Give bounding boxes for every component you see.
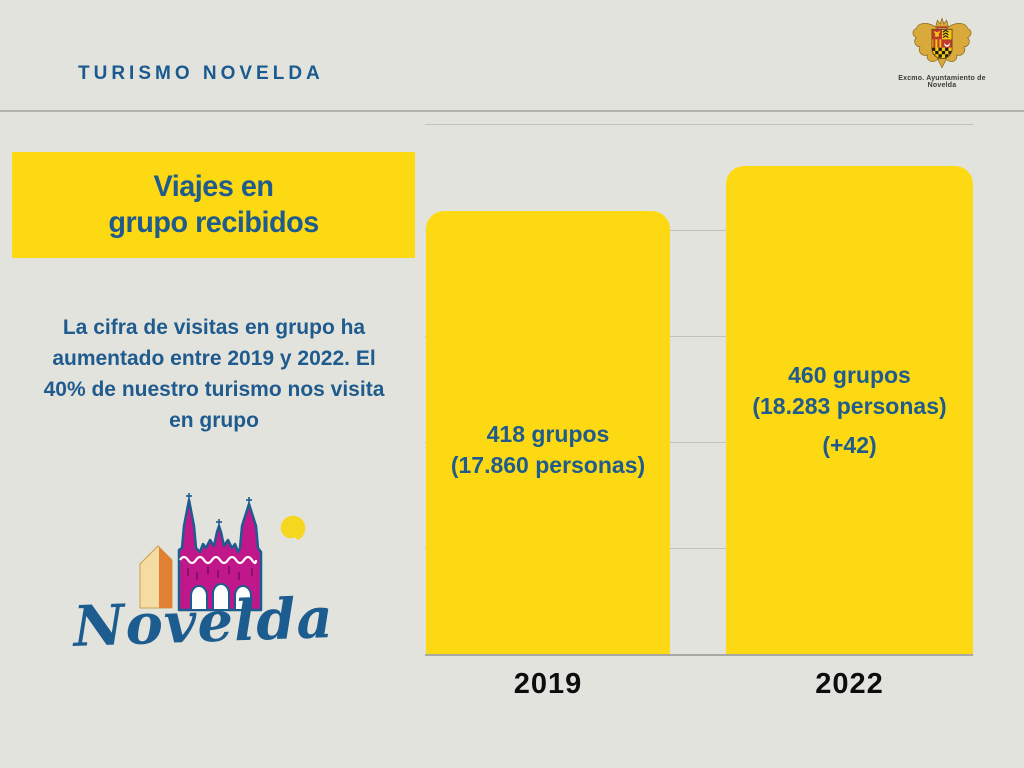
- gridline: [425, 548, 973, 549]
- slide-title-line1: Viajes en: [153, 170, 274, 203]
- slide-title-line2: grupo recibidos: [108, 206, 319, 239]
- novelda-coat-of-arms-icon: [912, 17, 972, 69]
- bar-2019-groups: 418 grupos: [486, 421, 610, 448]
- bar-chart: 418 grupos (17.860 personas) 460 grupos …: [425, 124, 973, 656]
- gridline: [425, 442, 973, 443]
- novelda-tourism-logo: Novelda: [66, 490, 356, 670]
- x-axis-label-2022: 2022: [815, 668, 884, 700]
- novelda-logo-icon: Novelda: [70, 493, 335, 660]
- novelda-wordmark: Novelda: [70, 585, 335, 660]
- bar-2022-label: 460 grupos (18.283 personas) (+42): [752, 360, 946, 461]
- bar-2019: 418 grupos (17.860 personas): [426, 210, 670, 654]
- gridline: [425, 230, 973, 231]
- bar-2022-groups: 460 grupos: [788, 361, 911, 388]
- header-divider: [0, 110, 1024, 112]
- bar-2022: 460 grupos (18.283 personas) (+42): [726, 166, 973, 654]
- bar-2019-persons: (17.860 personas): [450, 452, 646, 479]
- gridline: [425, 336, 973, 337]
- bar-2022-delta: (+42): [822, 431, 877, 458]
- bar-2022-persons: (18.283 personas): [752, 392, 947, 419]
- page-title: TURISMO NOVELDA: [78, 63, 324, 84]
- x-axis-label-2019: 2019: [513, 668, 583, 700]
- city-crest: Excmo. Ayuntamiento de Novelda: [886, 16, 998, 89]
- gridline: [425, 124, 973, 125]
- crest-caption: Excmo. Ayuntamiento de Novelda: [898, 75, 986, 89]
- bar-2019-label: 418 grupos (17.860 personas): [451, 419, 645, 481]
- slide-title-box: Viajes en grupo recibidos: [12, 152, 415, 258]
- slide-description: La cifra de visitas en grupo ha aumentad…: [43, 316, 385, 432]
